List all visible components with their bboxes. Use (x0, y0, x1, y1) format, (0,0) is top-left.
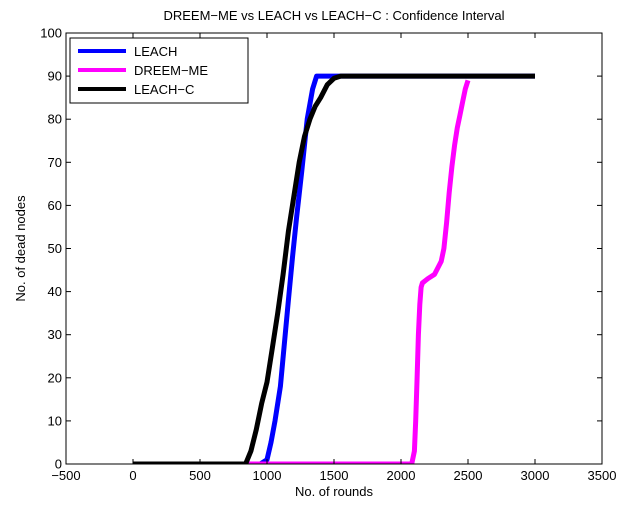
legend-entry: LEACH (134, 44, 177, 59)
legend: LEACH DREEM−ME LEACH−C (69, 37, 249, 104)
y-tick-label: 40 (48, 284, 62, 299)
x-tick-label: 0 (129, 468, 136, 483)
x-tick-label: 3500 (588, 468, 617, 483)
x-tick-label: 2500 (454, 468, 483, 483)
series-line-leach-c (133, 73, 535, 464)
y-tick-label: 0 (55, 457, 62, 472)
y-tick-label: 80 (48, 112, 62, 127)
plot-area: −500 0 500 1000 1500 2000 2500 3000 350001020304… (40, 26, 616, 484)
y-tick-label: 20 (48, 370, 62, 385)
x-tick-label: 2000 (387, 468, 416, 483)
legend-entry: LEACH−C (134, 82, 194, 97)
y-tick-label: 60 (48, 198, 62, 213)
x-tick-label: 1000 (253, 468, 282, 483)
x-tick-label: 1500 (320, 468, 349, 483)
chart-title: DREEM−ME vs LEACH vs LEACH−C : Confidenc… (163, 8, 504, 23)
y-tick-label: 10 (48, 413, 62, 428)
y-tick-label: 100 (40, 26, 62, 41)
y-tick-label: 30 (48, 327, 62, 342)
x-axis-label: No. of rounds (295, 484, 374, 499)
x-tick-label: 3000 (521, 468, 550, 483)
series-line-leach (133, 73, 535, 464)
y-tick-label: 50 (48, 241, 62, 256)
x-tick-label: 500 (189, 468, 211, 483)
y-tick-label: 90 (48, 69, 62, 84)
legend-entry: DREEM−ME (134, 63, 208, 78)
x-tick-label: −500 (51, 468, 80, 483)
y-tick-label: 70 (48, 155, 62, 170)
series-line-dreem-me (133, 79, 471, 464)
series-group (133, 73, 535, 464)
y-axis-label: No. of dead nodes (13, 195, 28, 302)
